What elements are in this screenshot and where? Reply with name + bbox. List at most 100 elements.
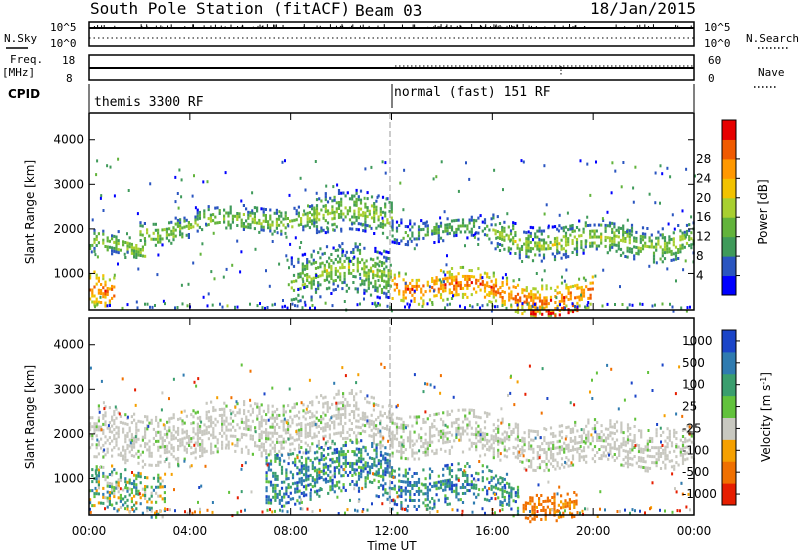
velocity-cell: [243, 409, 246, 413]
velocity-cell: [265, 449, 268, 453]
velocity-cell: [359, 432, 362, 436]
power-cell: [351, 215, 354, 219]
power-cell: [477, 231, 480, 235]
velocity-cell: [499, 437, 502, 441]
velocity-cell: [461, 486, 465, 489]
power-cell: [404, 305, 406, 309]
velocity-cell: [95, 455, 98, 459]
power-cell: [143, 237, 146, 240]
velocity-cell: [102, 416, 105, 420]
power-cell: [144, 239, 147, 243]
power-cell: [325, 184, 328, 188]
velocity-cell: [309, 410, 312, 414]
power-cell: [91, 218, 94, 222]
power-cell: [249, 302, 251, 306]
velocity-cell: [152, 476, 155, 480]
power-cell: [690, 231, 693, 235]
power-cell: [203, 215, 206, 219]
power-cell: [498, 231, 502, 234]
velocity-cell: [382, 454, 385, 458]
velocity-cell: [155, 491, 158, 495]
velocity-cell: [404, 424, 407, 428]
velocity-cell: [102, 495, 105, 499]
velocity-cell: [444, 494, 447, 498]
power-cell: [333, 195, 336, 199]
velocity-cell: [428, 432, 432, 435]
velocity-cell: [448, 440, 451, 443]
velocity-cell: [466, 426, 469, 430]
velocity-cell: [113, 507, 116, 511]
velocity-cell: [512, 445, 515, 449]
velocity-cell: [516, 485, 520, 489]
velocity-cell: [212, 421, 215, 425]
velocity-cell: [130, 445, 133, 449]
power-cell: [674, 251, 678, 255]
power-cell: [357, 198, 360, 202]
power-cell: [333, 198, 336, 202]
velocity-cell: [210, 424, 213, 428]
power-cell: [635, 236, 638, 240]
power-cell: [611, 236, 614, 240]
velocity-cell: [344, 415, 347, 419]
velocity-cell: [522, 503, 525, 507]
velocity-cell: [404, 486, 407, 490]
power-cell: [345, 283, 348, 287]
velocity-cell: [89, 434, 92, 438]
velocity-cell: [435, 448, 438, 452]
velocity-cell: [212, 409, 215, 413]
power-cell: [356, 290, 359, 294]
velocity-cell: [318, 488, 321, 492]
velocity-cell: [128, 426, 131, 430]
power-cell: [431, 303, 434, 306]
power-cell: [292, 288, 296, 292]
velocity-cell: [245, 427, 248, 431]
power-cell: [91, 300, 94, 304]
velocity-cell: [413, 442, 416, 446]
velocity-cell: [344, 406, 347, 410]
velocity-cell: [225, 428, 228, 432]
power-cell: [523, 300, 526, 304]
velocity-cell: [307, 450, 310, 454]
velocity-cell: [148, 454, 151, 458]
power-cell: [420, 228, 423, 232]
power-cell: [218, 221, 221, 224]
velocity-cell: [538, 466, 542, 470]
velocity-cell: [313, 469, 317, 473]
velocity-cell: [305, 463, 308, 467]
velocity-cell: [362, 445, 365, 449]
velocity-cell: [541, 442, 544, 446]
power-cell: [251, 211, 254, 215]
power-cell: [426, 227, 429, 231]
velocity-cell: [338, 456, 341, 460]
velocity-cell: [413, 430, 416, 434]
power-cell: [509, 239, 512, 243]
velocity-cell: [159, 454, 162, 458]
velocity-cell: [216, 447, 219, 451]
power-cell: [324, 198, 327, 202]
velocity-cell: [393, 502, 396, 506]
power-cell: [355, 227, 358, 231]
power-cell: [503, 299, 506, 303]
power-cell: [136, 306, 139, 310]
velocity-cell: [91, 425, 94, 429]
velocity-cell: [554, 467, 557, 471]
power-cell: [479, 306, 481, 310]
power-cell: [622, 239, 625, 243]
velocity-cell: [168, 450, 171, 454]
velocity-cell: [450, 481, 454, 485]
velocity-cell: [124, 452, 127, 456]
power-cell: [490, 309, 493, 313]
power-cell: [364, 211, 367, 215]
power-cell: [356, 248, 359, 252]
velocity-cell: [488, 445, 491, 449]
velocity-cell: [326, 422, 329, 425]
velocity-cell: [475, 445, 478, 449]
power-cell: [247, 210, 250, 214]
power-cell: [549, 313, 553, 317]
velocity-cell: [302, 485, 306, 489]
velocity-cell: [426, 488, 429, 492]
velocity-cell: [307, 483, 310, 487]
power-cell: [683, 233, 686, 237]
power-cell: [240, 199, 243, 203]
power-cell: [672, 237, 675, 241]
